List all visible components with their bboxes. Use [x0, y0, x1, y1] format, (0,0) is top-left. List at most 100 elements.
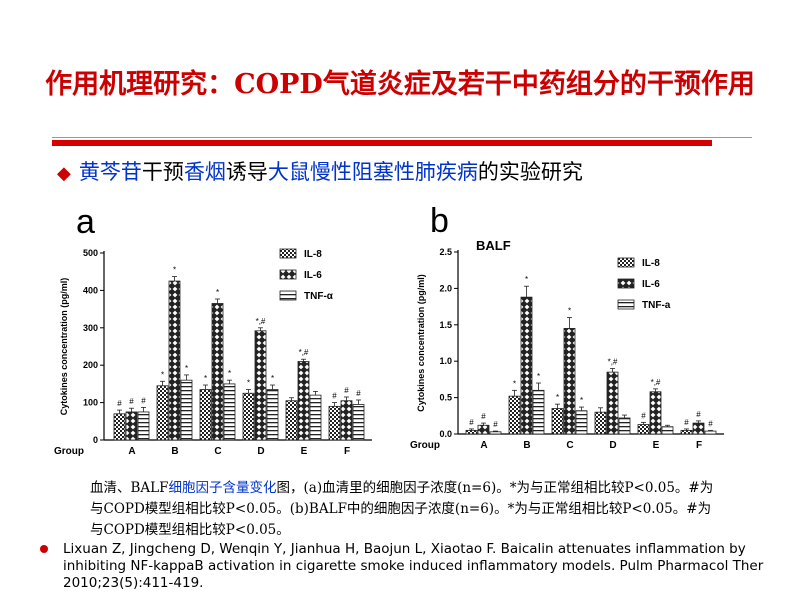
y-tick-label: 0: [93, 435, 98, 445]
y-tick-label: 300: [83, 323, 98, 333]
panel-label: a: [76, 203, 95, 241]
subtitle-part: 诱导: [225, 160, 268, 184]
bar-IL-8-E: [285, 400, 298, 441]
significance-mark: *,#: [608, 357, 618, 366]
significance-mark: *: [185, 364, 188, 373]
subtitle-part: 黄芩苷: [78, 160, 142, 184]
significance-mark: *: [568, 307, 571, 316]
bar-TNF-a-E: [661, 426, 674, 435]
caption-highlight: 细胞因子含量变化: [168, 480, 277, 496]
significance-mark: *: [247, 379, 250, 388]
significance-mark: *: [580, 396, 583, 405]
bar-IL-8-C: [551, 408, 564, 435]
reference-text: Lixuan Z, Jingcheng D, Wenqin Y, Jianhua…: [63, 541, 764, 591]
legend-label: IL-6: [642, 279, 660, 290]
y-tick-label: 2.5: [439, 247, 452, 257]
caption-post: 图，(a)血清里的细胞因子浓度(n=6)。*为与正常组相比较P<0.05。#为与…: [90, 480, 714, 538]
bar-TNF-α-F: [352, 404, 365, 441]
title-rule-thin: [52, 137, 752, 138]
panel-label: b: [430, 202, 449, 240]
bar-IL-8-D: [242, 392, 255, 441]
bar-IL-6-C: [563, 328, 576, 435]
significance-mark: *,#: [651, 378, 661, 387]
bullet-dot-icon: [40, 545, 48, 553]
bar-TNF-a-C: [575, 410, 588, 435]
bar-TNF-α-C: [223, 383, 236, 441]
x-tick-label: D: [609, 440, 616, 451]
caption-pre: 血清、BALF: [90, 480, 169, 496]
significance-mark: *: [173, 266, 176, 275]
bar-IL-6-A: [477, 424, 490, 435]
bar-IL-8-F: [328, 405, 341, 441]
bar-IL-8-A: [465, 429, 478, 435]
significance-mark: #: [481, 412, 486, 421]
significance-mark: *: [204, 374, 207, 383]
significance-mark: *: [513, 379, 516, 388]
significance-mark: #: [696, 410, 701, 419]
y-axis-label: Cytokines concentration (pg/ml): [59, 278, 69, 416]
bar-IL-6-B: [168, 280, 181, 441]
bar-IL-6-F: [340, 400, 353, 441]
y-tick-label: 2.0: [439, 283, 452, 293]
subtitle-part: 的实验研究: [477, 160, 583, 184]
bar-IL-8-E: [637, 424, 650, 435]
significance-mark: *: [161, 370, 164, 379]
legend-swatch: [617, 299, 635, 310]
chart-panel-a: a Cytokines concentration (pg/ml) 0 100 200 3…: [52, 190, 388, 472]
subtitle-part: 大鼠慢性阻塞性肺疾病: [267, 160, 478, 184]
legend-label: IL-6: [304, 270, 322, 281]
slide-title: 作用机理研究：COPD气道炎症及若干中药组分的干预作用: [45, 69, 755, 100]
reference-citation: Lixuan Z, Jingcheng D, Wenqin Y, Jianhua…: [40, 541, 790, 592]
significance-mark: *,#: [256, 317, 266, 326]
slide-subtitle: ◆ 黄芩苷干预香烟诱导大鼠慢性阻塞性肺疾病的实验研究: [57, 156, 583, 186]
significance-mark: #: [684, 418, 689, 427]
significance-mark: #: [641, 411, 646, 420]
bar-IL-6-D: [254, 330, 267, 441]
significance-mark: #: [708, 419, 713, 428]
diamond-icon: ◆: [57, 163, 71, 184]
y-tick-label: 0.0: [439, 429, 452, 439]
bar-IL-8-B: [156, 385, 169, 441]
bar-IL-6-A: [125, 411, 138, 441]
bar-TNF-a-B: [532, 389, 545, 435]
y-tick-label: 1.5: [439, 320, 452, 330]
significance-mark: *: [228, 369, 231, 378]
x-tick-label: E: [301, 446, 308, 457]
bar-IL-6-E: [297, 361, 310, 441]
y-axis-label: Cytokines concentration (pg/ml): [416, 274, 426, 412]
significance-mark: *: [216, 288, 219, 297]
subtitle-part: 干预: [141, 160, 184, 184]
legend-swatch: [279, 290, 297, 301]
bar-IL-8-B: [508, 395, 521, 435]
bar-IL-8-D: [594, 411, 607, 435]
chart-title: BALF: [476, 238, 511, 253]
bar-TNF-α-D: [266, 389, 279, 441]
bar-IL-6-F: [692, 422, 705, 435]
bar-TNF-a-F: [704, 430, 717, 435]
x-tick-label: C: [214, 446, 221, 457]
legend-label: IL-8: [642, 258, 660, 269]
significance-mark: #: [356, 389, 361, 398]
bar-IL-6-D: [606, 371, 619, 435]
legend-label: TNF-a: [642, 300, 671, 311]
x-tick-label: F: [344, 446, 350, 457]
significance-mark: #: [469, 418, 474, 427]
bar-IL-6-B: [520, 296, 533, 435]
y-tick-label: 200: [83, 360, 98, 370]
legend-swatch: [279, 269, 297, 280]
legend-swatch: [617, 257, 635, 268]
significance-mark: #: [141, 396, 146, 405]
figure-caption: 血清、BALF细胞因子含量变化图，(a)血清里的细胞因子浓度(n=6)。*为与正…: [90, 478, 720, 541]
bar-IL-6-E: [649, 391, 662, 435]
significance-mark: #: [129, 397, 134, 406]
y-tick-label: 1.0: [439, 356, 452, 366]
x-tick-label: A: [480, 440, 487, 451]
significance-mark: *: [537, 372, 540, 381]
bar-TNF-a-D: [618, 417, 631, 435]
significance-mark: *: [556, 393, 559, 402]
significance-mark: *,#: [299, 348, 309, 357]
x-tick-label: F: [696, 440, 702, 451]
y-tick-label: 100: [83, 398, 98, 408]
x-tick-label: E: [653, 440, 660, 451]
chart-panel-b: b BALF Cytokines concentration (pg/ml) 0.0 0…: [410, 190, 742, 472]
